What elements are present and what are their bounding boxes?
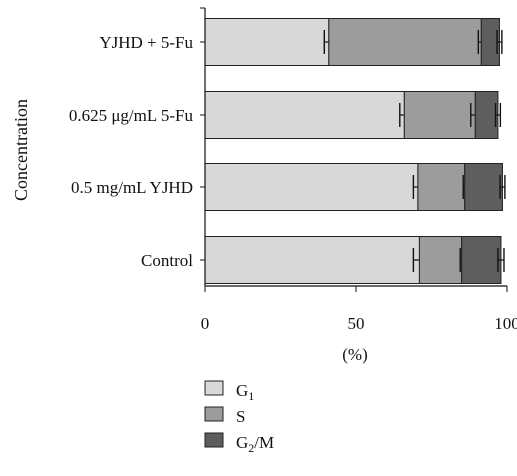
bar-segment-g2m-0 (461, 236, 502, 284)
bar-segment-g1-0 (204, 236, 420, 284)
legend-item-g1: G1 (204, 380, 254, 403)
legend-label-1: S (236, 407, 245, 426)
legend: G1 S G2/M (204, 380, 274, 455)
bar-segment-s-1 (417, 163, 466, 211)
bar-segment-g1-2 (204, 91, 405, 139)
x-tick-label-1: 50 (348, 314, 365, 333)
legend-swatch-2 (204, 432, 224, 448)
axes-layer: Control 0.5 mg/mL YJHD 0.625 μg/mL 5-Fu YJH… (69, 7, 517, 333)
legend-label-0: G1 (236, 381, 254, 403)
bar-segment-g2m-1 (464, 163, 503, 211)
error-bar-g2m-0 (497, 248, 505, 272)
y-tick-label-0: Control (141, 251, 193, 270)
y-tick-label-2: 0.625 μg/mL 5-Fu (69, 106, 194, 125)
legend-label-2: G2/M (236, 433, 274, 455)
x-axis-title: (%) (342, 345, 367, 364)
legend-item-s: S (204, 406, 245, 426)
bar-segment-s-3 (328, 18, 482, 66)
error-bar-g2m-1 (499, 175, 506, 199)
legend-swatch-0 (204, 380, 224, 396)
legend-swatch-1 (204, 406, 224, 422)
y-axis-title: Concentration (11, 99, 31, 201)
x-tick-label-0: 0 (201, 314, 210, 333)
bars-layer (204, 18, 506, 284)
error-bar-g2m-2 (494, 103, 502, 127)
error-bar-g2m-3 (496, 30, 503, 54)
y-tick-label-1: 0.5 mg/mL YJHD (71, 178, 193, 197)
bar-segment-g1-3 (204, 18, 330, 66)
bar-segment-g2m-2 (474, 91, 499, 139)
y-tick-label-3: YJHD + 5-Fu (99, 33, 193, 52)
legend-item-g2m: G2/M (204, 432, 274, 455)
bar-segment-s-2 (403, 91, 476, 139)
bar-segment-s-0 (418, 236, 463, 284)
bar-segment-g1-1 (204, 163, 419, 211)
x-tick-label-2: 100 (494, 314, 517, 333)
